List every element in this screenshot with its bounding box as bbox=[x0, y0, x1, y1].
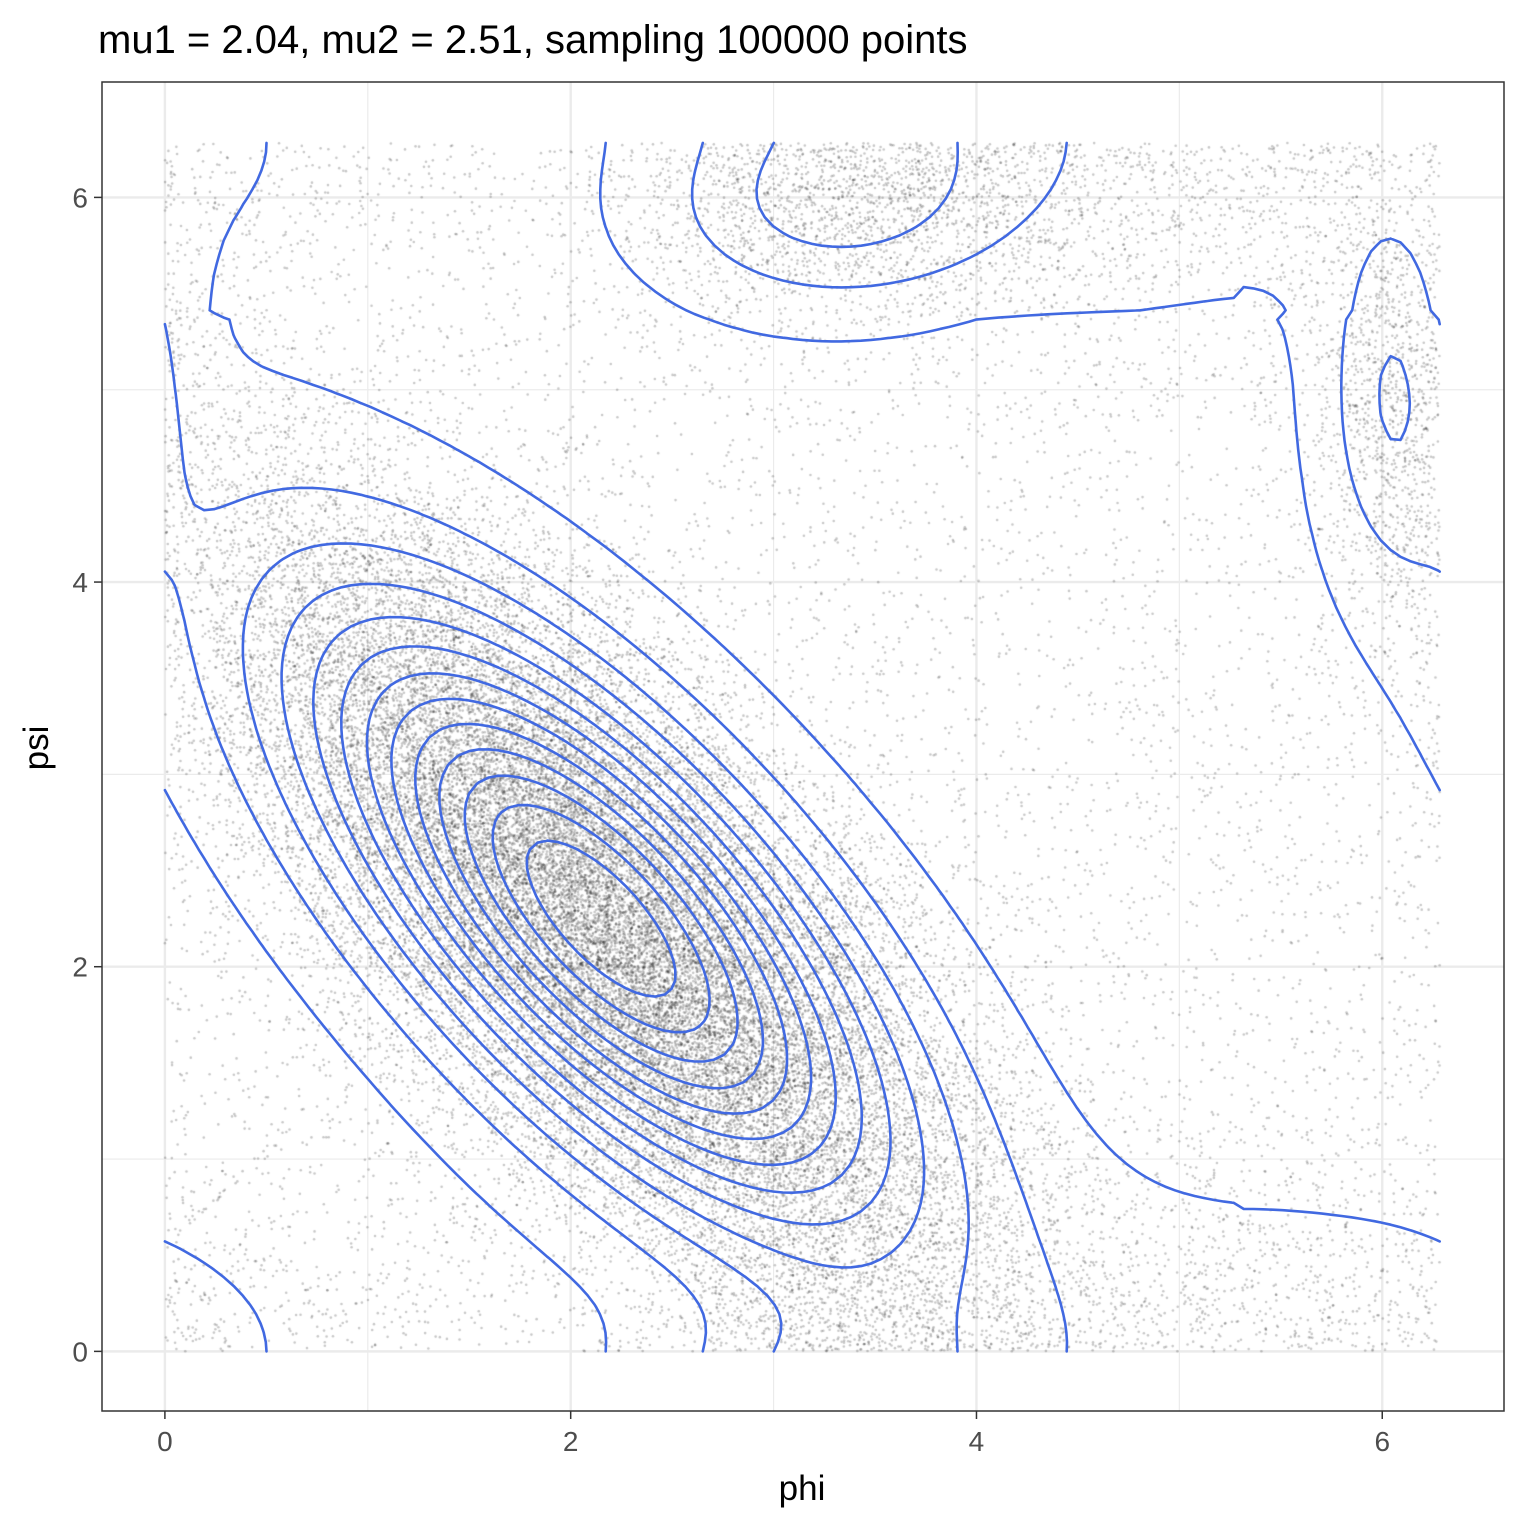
scatter-points bbox=[102, 82, 1504, 1411]
contour-line bbox=[390, 697, 813, 1141]
contour-line bbox=[491, 803, 711, 1034]
contour-line bbox=[438, 748, 765, 1090]
x-axis-ticks: 0 2 4 6 bbox=[157, 1411, 1390, 1457]
y-tick-label: 2 bbox=[72, 952, 88, 983]
x-tick-label: 2 bbox=[563, 1426, 579, 1457]
contour-line bbox=[414, 722, 789, 1115]
x-tick-label: 6 bbox=[1374, 1426, 1390, 1457]
x-tick-label: 4 bbox=[969, 1426, 985, 1457]
contour-line bbox=[463, 774, 739, 1063]
contour-line bbox=[241, 141, 1412, 1353]
contour-line bbox=[163, 141, 1441, 1353]
contour-line bbox=[280, 582, 926, 1269]
y-tick-label: 4 bbox=[72, 567, 88, 598]
contour-line bbox=[365, 672, 837, 1167]
contour-line bbox=[163, 141, 1441, 1353]
point-cloud bbox=[102, 82, 1504, 1411]
y-axis-ticks: 0 2 4 6 bbox=[72, 182, 102, 1367]
chart-title: mu1 = 2.04, mu2 = 2.51, sampling 100000 … bbox=[98, 18, 967, 62]
panel-border bbox=[101, 81, 1505, 1412]
y-tick-label: 6 bbox=[72, 182, 88, 213]
y-axis-label: psi bbox=[17, 726, 56, 771]
contour-line bbox=[312, 615, 892, 1226]
x-tick-label: 0 bbox=[157, 1426, 173, 1457]
y-tick-label: 0 bbox=[72, 1336, 88, 1367]
x-axis-label: phi bbox=[779, 1469, 826, 1508]
density-contours bbox=[163, 141, 1441, 1353]
contour-line bbox=[340, 645, 864, 1194]
contour-line bbox=[525, 839, 677, 998]
